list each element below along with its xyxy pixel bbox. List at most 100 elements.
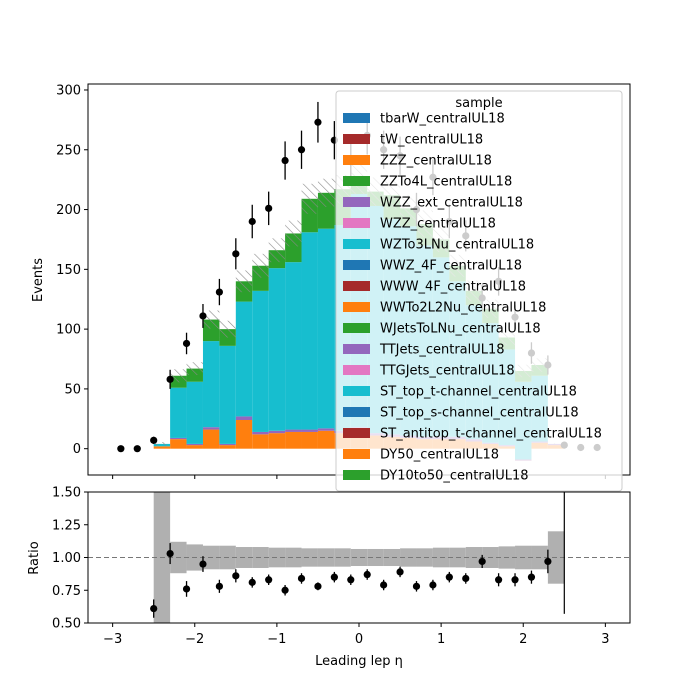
ratio-ytick-label-4: 1.50 bbox=[52, 486, 81, 501]
main-ytick-label-300: 300 bbox=[56, 83, 81, 98]
bar-TTJets_centralUL18-10 bbox=[317, 428, 335, 431]
legend-swatch-WWTo2L2Nu_centralUL18 bbox=[343, 302, 370, 312]
data-point-7 bbox=[232, 250, 240, 258]
ratio-band-13 bbox=[367, 548, 384, 567]
ratio-xtick-label--3: −3 bbox=[103, 632, 122, 647]
bar-DY50_centralUL18-9 bbox=[301, 431, 318, 449]
legend-swatch-ZZTo4L_centralUL18 bbox=[343, 176, 370, 186]
legend-swatch-ST_top_t-channel_centralUL18 bbox=[343, 386, 370, 396]
ratio-ytick-label-0: 0.50 bbox=[52, 617, 81, 632]
ratio-ytick-label-1: 0.75 bbox=[52, 584, 81, 599]
ratio-band-12 bbox=[350, 548, 368, 567]
main-ytick-label-50: 50 bbox=[64, 382, 81, 397]
ratio-xtick-label-0: 0 bbox=[355, 632, 363, 647]
legend-label-WZZ_centralUL18: WZZ_centralUL18 bbox=[380, 217, 496, 232]
bar-DY50_centralUL18-8 bbox=[285, 431, 302, 449]
ratio-point-14 bbox=[380, 581, 388, 589]
legend-swatch-WWZ_4F_centralUL18 bbox=[343, 260, 370, 270]
legend-swatch-WZZ_ext_centralUL18 bbox=[343, 197, 370, 207]
bar-WZTo3LNu_centralUL18-4 bbox=[219, 345, 236, 444]
legend-swatch-DY50_centralUL18 bbox=[343, 449, 370, 459]
legend-label-WZTo3LNu_centralUL18: WZTo3LNu_centralUL18 bbox=[380, 238, 534, 253]
legend-label-TTJets_centralUL18: TTJets_centralUL18 bbox=[379, 343, 505, 358]
legend-swatch-tbarW_centralUL18 bbox=[343, 113, 370, 123]
ratio-panel: 0.50 0.75 1.00 1.25 1.50 −3 −2 −1 0 1 2 3 Ratio Le… bbox=[27, 486, 631, 669]
legend-swatch-WJetsToLNu_centralUL18 bbox=[343, 323, 370, 333]
ratio-point-0 bbox=[150, 604, 158, 613]
main-ytick-label-250: 250 bbox=[56, 143, 81, 158]
data-point-9 bbox=[265, 204, 273, 212]
data-point-10 bbox=[281, 156, 289, 165]
legend-swatch-TTJets_centralUL18 bbox=[343, 344, 370, 354]
data-point-6 bbox=[215, 288, 223, 296]
uncertainty-bin-2 bbox=[186, 362, 203, 375]
ratio-band-14 bbox=[383, 548, 401, 567]
ratio-point-3 bbox=[199, 560, 207, 568]
ratio-point-18 bbox=[445, 573, 453, 581]
ratio-point-19 bbox=[462, 574, 470, 583]
ratio-plot bbox=[88, 492, 630, 623]
ratio-point-8 bbox=[281, 586, 289, 594]
bar-WZTo3LNu_centralUL18-7 bbox=[268, 268, 286, 431]
bar-DY50_centralUL18-0 bbox=[153, 446, 171, 449]
data-point-12 bbox=[314, 118, 322, 126]
ratio-point-1 bbox=[166, 549, 174, 558]
uncertainty-bin-0 bbox=[153, 441, 171, 446]
legend-label-WZZ_ext_centralUL18: WZZ_ext_centralUL18 bbox=[380, 196, 523, 211]
ratio-y-ticks: 0.50 0.75 1.00 1.25 1.50 bbox=[52, 486, 88, 632]
bar-DY50_centralUL18-5 bbox=[235, 419, 253, 449]
ratio-band-8 bbox=[285, 547, 302, 568]
ratio-xtick-label--1: −1 bbox=[267, 632, 286, 647]
legend-label-WWTo2L2Nu_centralUL18: WWTo2L2Nu_centralUL18 bbox=[380, 301, 546, 316]
legend-swatch-WZZ_centralUL18 bbox=[343, 218, 370, 228]
legend-title: sample bbox=[455, 96, 502, 111]
ratio-band-9 bbox=[301, 548, 318, 567]
ratio-ytick-label-3: 1.25 bbox=[52, 518, 81, 533]
main-y-axis-label: Events bbox=[31, 258, 46, 302]
ratio-xtick-label-1: 1 bbox=[437, 632, 445, 647]
ratio-point-6 bbox=[248, 578, 256, 586]
legend-swatch-DY10to50_centralUL18 bbox=[343, 470, 370, 480]
bar-WZTo3LNu_centralUL18-1 bbox=[170, 387, 187, 438]
legend-label-DY50_centralUL18: DY50_centralUL18 bbox=[380, 448, 499, 463]
bar-DY50_centralUL18-10 bbox=[317, 430, 335, 449]
bar-WZTo3LNu_centralUL18-9 bbox=[301, 232, 318, 430]
legend-swatch-ST_antitop_t-channel_centralUL18 bbox=[343, 428, 370, 438]
x-axis-label: Leading lep η bbox=[315, 654, 403, 669]
main-y-ticks: 0 50 100 150 200 250 300 bbox=[56, 83, 88, 457]
ratio-point-23 bbox=[527, 573, 536, 581]
ratio-xtick-label--2: −2 bbox=[185, 632, 204, 647]
bar-WZTo3LNu_centralUL18-5 bbox=[235, 301, 253, 417]
ratio-xtick-label-3: 3 bbox=[601, 632, 609, 647]
ratio-y-axis-label: Ratio bbox=[27, 541, 42, 574]
bar-TTJets_centralUL18-6 bbox=[252, 431, 269, 435]
ratio-point-13 bbox=[363, 570, 371, 579]
bar-WZTo3LNu_centralUL18-8 bbox=[285, 262, 302, 430]
bar-WZTo3LNu_centralUL18-2 bbox=[186, 381, 203, 444]
legend-label-DY10to50_centralUL18: DY10to50_centralUL18 bbox=[380, 469, 529, 484]
ratio-point-10 bbox=[314, 582, 322, 590]
bar-DY50_centralUL18-6 bbox=[252, 434, 269, 449]
legend-label-ZZTo4L_centralUL18: ZZTo4L_centralUL18 bbox=[380, 175, 512, 190]
ratio-point-17 bbox=[429, 581, 437, 589]
ratio-band-11 bbox=[334, 548, 351, 567]
legend-label-WWZ_4F_centralUL18: WWZ_4F_centralUL18 bbox=[380, 259, 522, 274]
ratio-point-20 bbox=[478, 557, 486, 566]
uncertainty-bin-1 bbox=[170, 369, 187, 383]
uncertainty-bin-5 bbox=[235, 270, 253, 293]
bar-TTJets_centralUL18-3 bbox=[202, 427, 220, 430]
bar-DY50_centralUL18-2 bbox=[186, 445, 203, 449]
data-point-1 bbox=[133, 445, 141, 453]
legend-label-tW_centralUL18: tW_centralUL18 bbox=[380, 133, 483, 148]
main-ytick-label-100: 100 bbox=[56, 323, 81, 338]
uncertainty-bin-4 bbox=[219, 320, 236, 338]
legend-swatch-ZZZ_centralUL18 bbox=[343, 155, 370, 165]
legend-swatch-TTGJets_centralUL18 bbox=[343, 365, 370, 375]
data-point-2 bbox=[150, 436, 158, 444]
bar-TTJets_centralUL18-1 bbox=[170, 437, 187, 440]
legend-label-WWW_4F_centralUL18: WWW_4F_centralUL18 bbox=[380, 280, 526, 295]
bar-TTJets_centralUL18-2 bbox=[186, 443, 203, 446]
legend-label-tbarW_centralUL18: tbarW_centralUL18 bbox=[380, 112, 505, 127]
bar-TTJets_centralUL18-4 bbox=[219, 443, 236, 446]
